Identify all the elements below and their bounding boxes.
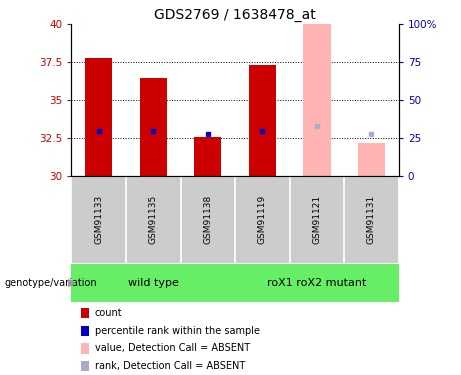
Text: genotype/variation: genotype/variation <box>5 278 97 288</box>
Text: wild type: wild type <box>128 278 179 288</box>
Text: roX1 roX2 mutant: roX1 roX2 mutant <box>267 278 366 288</box>
Text: value, Detection Call = ABSENT: value, Detection Call = ABSENT <box>95 344 249 353</box>
Bar <box>358 143 385 176</box>
Bar <box>71 264 235 302</box>
Bar <box>249 65 276 176</box>
Text: count: count <box>95 308 122 318</box>
Bar <box>235 264 399 302</box>
Bar <box>140 78 167 176</box>
Text: ▶: ▶ <box>68 278 77 288</box>
Text: GSM91119: GSM91119 <box>258 195 267 244</box>
Bar <box>303 24 331 176</box>
Text: GSM91121: GSM91121 <box>313 195 321 244</box>
Bar <box>194 137 221 176</box>
Title: GDS2769 / 1638478_at: GDS2769 / 1638478_at <box>154 8 316 22</box>
Text: GSM91135: GSM91135 <box>149 195 158 244</box>
Text: GSM91131: GSM91131 <box>367 195 376 244</box>
Text: GSM91138: GSM91138 <box>203 195 213 244</box>
Bar <box>85 58 112 176</box>
Text: rank, Detection Call = ABSENT: rank, Detection Call = ABSENT <box>95 361 245 371</box>
Text: percentile rank within the sample: percentile rank within the sample <box>95 326 260 336</box>
Text: GSM91133: GSM91133 <box>94 195 103 244</box>
